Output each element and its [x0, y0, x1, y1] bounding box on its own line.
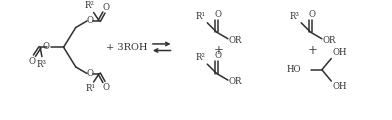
Text: O: O: [42, 42, 49, 51]
Text: OR: OR: [323, 36, 336, 45]
Text: R²: R²: [196, 53, 206, 62]
Text: O: O: [214, 51, 221, 60]
Text: O: O: [214, 10, 221, 19]
Text: +: +: [308, 45, 318, 57]
Text: O: O: [102, 83, 109, 92]
Text: OR: OR: [229, 36, 242, 45]
Text: O: O: [86, 69, 93, 78]
Text: OH: OH: [332, 48, 347, 57]
Text: O: O: [102, 3, 109, 12]
Text: O: O: [28, 57, 35, 66]
Text: R³: R³: [37, 60, 47, 69]
Text: R³: R³: [290, 12, 299, 21]
Text: + 3ROH: + 3ROH: [106, 43, 147, 52]
Text: O: O: [308, 10, 315, 19]
Text: O: O: [86, 16, 93, 25]
Text: HO: HO: [287, 65, 301, 74]
Text: R²: R²: [85, 1, 95, 10]
Text: OR: OR: [229, 78, 242, 87]
Text: R¹: R¹: [86, 84, 96, 93]
Text: OH: OH: [332, 82, 347, 91]
Text: +: +: [214, 45, 223, 57]
Text: R¹: R¹: [196, 12, 206, 21]
